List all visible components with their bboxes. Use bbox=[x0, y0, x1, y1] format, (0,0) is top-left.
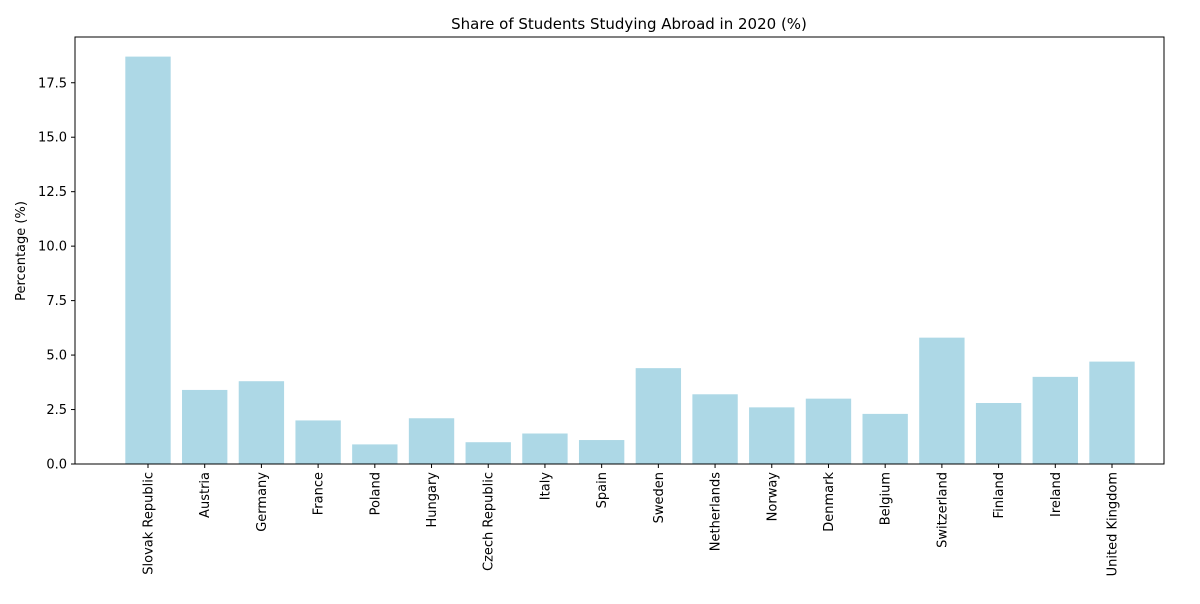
bar-slovak-republic bbox=[125, 56, 171, 465]
x-tick-label: Austria bbox=[198, 472, 213, 518]
x-tick-label: Finland bbox=[992, 472, 1007, 518]
x-tick-label: Sweden bbox=[652, 472, 667, 523]
y-tick-label: 12.5 bbox=[38, 185, 67, 200]
bar-italy bbox=[522, 433, 568, 464]
y-tick-label: 5.0 bbox=[46, 349, 67, 364]
x-tick-label: Denmark bbox=[822, 472, 837, 532]
bar-sweden bbox=[635, 368, 682, 464]
y-tick-label: 7.5 bbox=[46, 294, 67, 309]
x-tick-label: Slovak Republic bbox=[142, 472, 157, 575]
x-tick-label: Germany bbox=[255, 472, 270, 532]
bar-finland bbox=[975, 403, 1022, 464]
x-tick-label: Spain bbox=[595, 472, 610, 508]
bar-denmark bbox=[805, 398, 852, 464]
bar-germany bbox=[238, 381, 285, 464]
bar-switzerland bbox=[919, 337, 965, 464]
x-tick-label: Norway bbox=[765, 472, 780, 522]
y-tick-label: 10.0 bbox=[38, 240, 67, 255]
x-tick-label: Hungary bbox=[425, 472, 440, 528]
bar-norway bbox=[749, 407, 795, 464]
x-tick-label: Netherlands bbox=[709, 472, 724, 551]
plot-frame bbox=[74, 36, 1165, 465]
y-axis-ticks: 0.0 2.5 5.0 7.5 10.0 12.5 15.0 17.5 bbox=[38, 76, 75, 473]
x-tick-label: Czech Republic bbox=[482, 472, 497, 571]
bar-united-kingdom bbox=[1089, 361, 1135, 464]
bar-czech-republic bbox=[465, 442, 511, 464]
x-tick-label: Italy bbox=[538, 472, 553, 501]
x-axis-ticks: Slovak Republic Austria Germany France Polan… bbox=[142, 464, 1121, 576]
y-tick-label: 17.5 bbox=[38, 76, 67, 91]
y-tick-label: 2.5 bbox=[46, 403, 67, 418]
x-tick-label: Ireland bbox=[1049, 472, 1064, 517]
y-tick-label: 15.0 bbox=[38, 131, 67, 146]
bar-ireland bbox=[1032, 376, 1078, 464]
x-tick-label: United Kingdom bbox=[1106, 472, 1121, 576]
bar-france bbox=[295, 420, 341, 464]
y-tick-label: 0.0 bbox=[46, 458, 67, 473]
bar-netherlands bbox=[692, 394, 738, 464]
bar-belgium bbox=[862, 413, 908, 464]
x-tick-label: Switzerland bbox=[935, 472, 950, 548]
bar-hungary bbox=[408, 418, 455, 464]
chart-title: Share of Students Studying Abroad in 202… bbox=[451, 15, 807, 33]
bars-group bbox=[125, 56, 1135, 465]
y-axis-label: Percentage (%) bbox=[14, 201, 29, 301]
bar-spain bbox=[578, 440, 625, 464]
bar-austria bbox=[182, 389, 228, 464]
x-tick-label: Poland bbox=[368, 472, 383, 515]
axes-frame bbox=[74, 36, 1165, 465]
bar-poland bbox=[352, 444, 398, 464]
x-tick-label: France bbox=[312, 472, 327, 515]
x-tick-label: Belgium bbox=[879, 472, 894, 525]
